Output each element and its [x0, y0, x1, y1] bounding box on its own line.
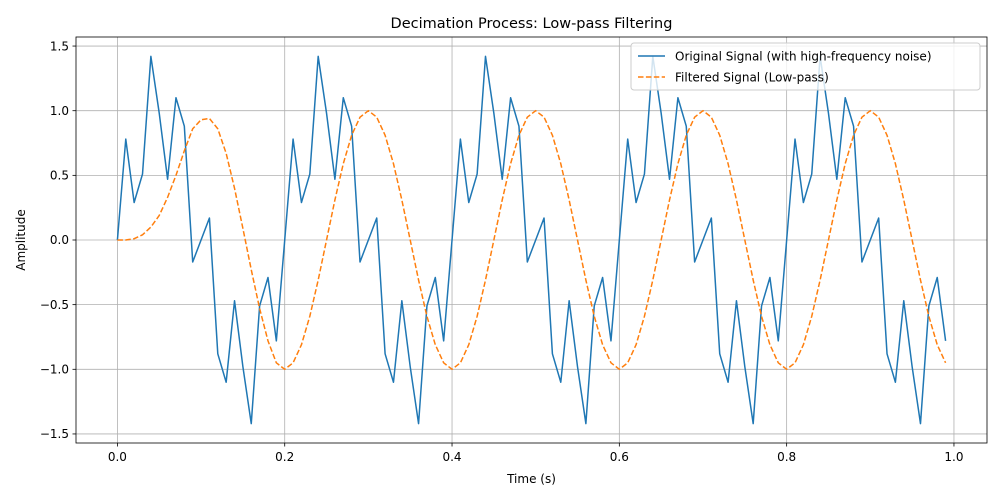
x-tick-label: 0.0 [108, 450, 127, 464]
legend-box [630, 42, 981, 91]
y-tick-label: 0.5 [50, 169, 69, 183]
y-axis-label: Amplitude [14, 209, 28, 271]
y-tick-label: −0.5 [40, 298, 69, 312]
x-tick-label: 1.0 [944, 450, 963, 464]
x-axis-label: Time (s) [506, 472, 556, 486]
legend-label-original: Original Signal (with high-frequency noi… [675, 50, 932, 64]
x-tick-label: 0.2 [275, 450, 294, 464]
x-tick-label: 0.6 [610, 450, 629, 464]
y-tick-label: 1.0 [50, 104, 69, 118]
legend-label-filtered: Filtered Signal (Low-pass) [675, 71, 829, 85]
plot-area [116, 55, 947, 425]
y-tick-label: 0.0 [50, 233, 69, 247]
x-tick-label: 0.8 [777, 450, 796, 464]
axis-ticks: 0.0 0.2 0.4 0.6 0.8 1.0 −1.5 −1.0 −0.5 0.0 0.5 1.0 1… [40, 39, 964, 464]
legend: Original Signal (with high-frequency noi… [630, 42, 981, 91]
y-tick-label: −1.5 [40, 427, 69, 441]
series-line-filtered [117, 109, 947, 371]
series-line-original [116, 55, 947, 425]
chart-title: Decimation Process: Low-pass Filtering [391, 16, 673, 32]
y-tick-label: 1.5 [50, 39, 69, 53]
y-tick-label: −1.0 [40, 362, 69, 376]
x-tick-label: 0.4 [442, 450, 461, 464]
